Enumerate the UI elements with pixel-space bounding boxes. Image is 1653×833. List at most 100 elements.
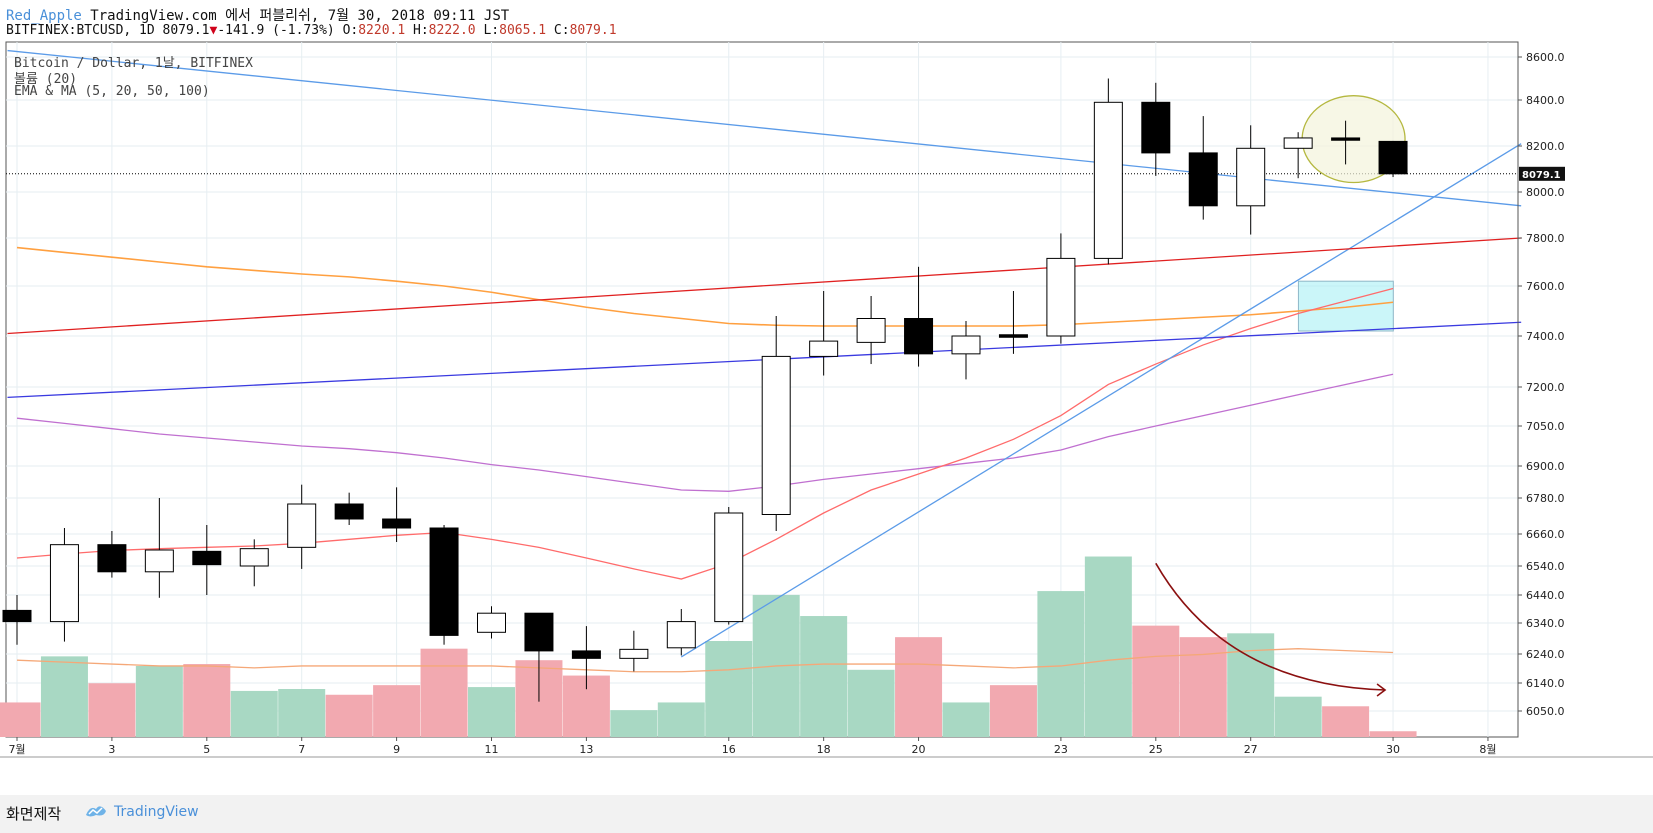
volume-bar	[610, 710, 658, 737]
date-tick-label: 30	[1386, 743, 1400, 756]
candle-body	[714, 512, 744, 623]
volume-bar	[1084, 556, 1132, 737]
footer-brand[interactable]: TradingView	[114, 804, 199, 820]
candle-body	[144, 549, 174, 573]
trendline-descending-resistance	[7, 49, 1522, 207]
volume-bar	[325, 694, 373, 737]
volume-bar	[1322, 706, 1370, 737]
candle-body	[429, 527, 459, 636]
candle-body	[382, 518, 412, 529]
publish-text: TradingView.com 에서 퍼블리쉬, 7월 30, 2018 09:…	[90, 8, 510, 24]
price-axis-labels: 8600.0 8400.0 8200.0 8000.0 7800.0 7600.0 7400…	[1518, 51, 1565, 718]
date-tick-label: 25	[1149, 743, 1163, 756]
candles	[2, 78, 1408, 702]
down-arrow-icon: ▼	[209, 23, 218, 38]
trend-arrow-head	[1376, 683, 1387, 697]
date-tick-label: 8월	[1479, 743, 1496, 756]
volume-bar	[230, 690, 278, 737]
candle-body	[192, 550, 222, 566]
volume-bar	[0, 702, 41, 737]
price-tick-label: 6660.0	[1526, 528, 1565, 541]
close-label: C:	[553, 23, 570, 38]
volume-bar	[468, 687, 515, 737]
candle-body	[97, 544, 127, 573]
high-value: 8222.0	[428, 23, 476, 38]
price-tick-label: 6780.0	[1526, 492, 1565, 505]
candle-body	[904, 318, 934, 355]
last-price-badge	[1519, 166, 1565, 181]
date-tick-label: 18	[817, 743, 831, 756]
volume-bar	[657, 702, 705, 737]
volume-bar	[1227, 633, 1275, 737]
candle-body	[1093, 101, 1123, 259]
close-value: 8079.1	[569, 23, 617, 38]
price-chart[interactable]: 8600.0 8400.0 8200.0 8000.0 7800.0 7600.0 7400…	[0, 0, 1653, 795]
last-price-label: 8079.1	[1522, 170, 1561, 181]
volume-bar	[800, 616, 848, 737]
candle-body	[334, 503, 364, 520]
volume-bar	[420, 648, 468, 737]
price-tick-label: 7600.0	[1526, 280, 1565, 293]
volume-bar	[373, 685, 421, 737]
candle-body	[761, 355, 791, 515]
high-label: H:	[413, 23, 429, 38]
publish-info: Red_Apple TradingView.com 에서 퍼블리쉬, 7월 30…	[6, 5, 509, 25]
price-tick-label: 6900.0	[1526, 460, 1565, 473]
volume-bar	[183, 664, 231, 737]
change-value: -141.9 (-1.73%)	[217, 23, 335, 38]
price-tick-label: 6540.0	[1526, 560, 1565, 573]
price-tick-label: 6440.0	[1526, 589, 1565, 602]
footer-bar: 화면제작 TradingView	[0, 795, 1653, 833]
candle-body	[477, 612, 506, 633]
price-tick-label: 6140.0	[1526, 677, 1565, 690]
volume-bar	[847, 669, 895, 737]
date-tick-label: 5	[203, 743, 210, 756]
legend-volume: 볼륨 (20)	[14, 72, 78, 87]
date-tick-label: 13	[579, 743, 593, 756]
candle-body	[49, 544, 79, 623]
legend-ema-ma: EMA & MA (5, 20, 50, 100)	[14, 84, 210, 99]
price-tick-label: 6240.0	[1526, 648, 1565, 661]
date-tick-label: 3	[108, 743, 115, 756]
date-axis-labels: 7월 3 5 7 9 11 13 16 18 20 23 25 27 30 8월	[8, 737, 1497, 756]
date-tick-label: 9	[393, 743, 400, 756]
price-tick-label: 7400.0	[1526, 330, 1565, 343]
volume-bar	[1369, 731, 1417, 737]
volume-bar	[278, 689, 326, 737]
candle-body	[239, 548, 269, 567]
volume-bar	[1132, 625, 1180, 737]
volume-bar	[135, 665, 183, 737]
candle-body	[619, 648, 649, 659]
candle-body	[571, 650, 601, 659]
ma-orange-line	[16, 246, 1394, 327]
trendline-ascending-support-steep	[680, 143, 1522, 658]
candle-body	[809, 340, 839, 357]
date-tick-label: 7	[298, 743, 305, 756]
candle-body	[1141, 101, 1171, 154]
price-tick-label: 8600.0	[1526, 51, 1565, 64]
volume-bar	[40, 656, 88, 737]
tradingview-logo-icon	[86, 806, 106, 817]
price-tick-label: 8400.0	[1526, 94, 1565, 107]
price-tick-label: 8200.0	[1526, 140, 1565, 153]
price-tick-label: 6050.0	[1526, 705, 1565, 718]
volume-ma-line	[16, 648, 1394, 673]
volume-bar	[942, 702, 990, 737]
volume-bar	[1274, 696, 1322, 737]
open-label: O:	[342, 23, 359, 38]
candle-body	[998, 334, 1028, 338]
price-tick-label: 8000.0	[1526, 186, 1565, 199]
ma-red-line	[16, 287, 1394, 580]
price-tick-label: 6340.0	[1526, 617, 1565, 630]
date-tick-label: 27	[1244, 743, 1258, 756]
date-tick-label: 16	[722, 743, 736, 756]
candle-body	[1283, 137, 1313, 149]
legend-symbol: Bitcoin / Dollar, 1날, BITFINEX	[14, 56, 253, 71]
candle-body	[1236, 147, 1266, 207]
low-value: 8065.1	[499, 23, 547, 38]
author-name[interactable]: Red_Apple	[6, 8, 82, 24]
volume-bar	[1179, 637, 1227, 737]
open-value: 8220.1	[358, 23, 406, 38]
candle-body	[524, 612, 554, 652]
symbol-ohlc-line: BITFINEX:BTCUSD, 1D 8079.1▼-141.9 (-1.73…	[6, 23, 617, 38]
